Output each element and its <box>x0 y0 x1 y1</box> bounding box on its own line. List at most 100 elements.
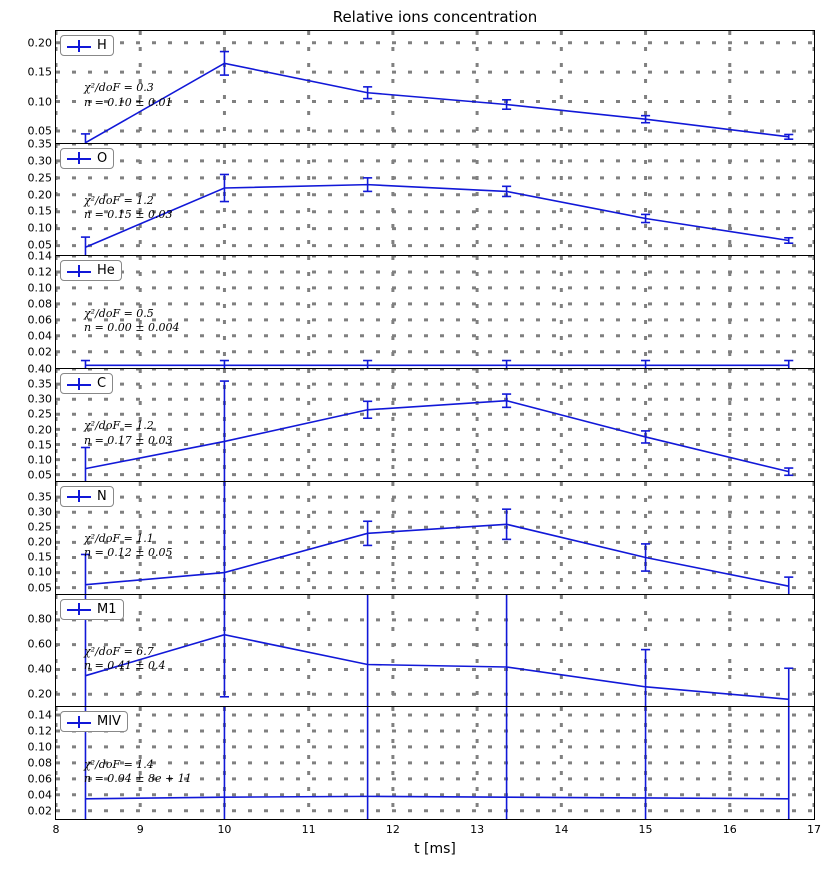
y-tick-label: 0.06 <box>28 773 53 786</box>
y-axis-labels: 0.05 0.10 0.15 0.20 <box>16 31 56 143</box>
y-tick-label: 0.05 <box>28 468 53 481</box>
panel-H: Hχ²/doF = 0.3n = 0.10 ± 0.010.050.100.15… <box>55 30 815 143</box>
y-tick-label: 0.15 <box>28 551 53 564</box>
y-tick-label: 0.20 <box>28 36 53 49</box>
errorbar-marker-icon <box>67 377 91 391</box>
legend-H: H <box>60 35 114 56</box>
legend-He: He <box>60 260 122 281</box>
y-tick-label: 0.60 <box>28 638 53 651</box>
y-tick-label: 0.35 <box>28 490 53 503</box>
y-tick-label: 0.20 <box>28 188 53 201</box>
x-axis-title: t [ms] <box>56 841 814 857</box>
legend-O: O <box>60 148 114 169</box>
y-tick-label: 0.30 <box>28 393 53 406</box>
y-tick-label: 0.20 <box>28 687 53 700</box>
panel-annotation: χ²/doF = 1.2n = 0.15 ± 0.03 <box>84 194 173 223</box>
y-axis-labels: 0.050.100.150.200.250.300.350.40 <box>16 369 56 481</box>
y-tick-label: 0.15 <box>28 66 53 79</box>
x-tick-label: 8 <box>53 823 60 836</box>
y-tick-label: 0.10 <box>28 566 53 579</box>
y-tick-label: 0.25 <box>28 171 53 184</box>
chi2-text: χ²/doF = 0.5 <box>84 307 180 321</box>
panel-C: Cχ²/doF = 1.2n = 0.17 ± 0.030.050.100.15… <box>55 368 815 481</box>
x-axis-labels: 891011121314151617 <box>56 819 814 839</box>
n-text: n = 0.10 ± 0.01 <box>84 96 173 110</box>
panel-annotation: χ²/doF = 1.1n = 0.12 ± 0.05 <box>84 532 173 561</box>
y-axis-labels: 0.020.040.060.080.100.120.14 <box>16 256 56 368</box>
legend-MIV: MIV <box>60 711 128 732</box>
y-tick-label: 0.40 <box>28 363 53 376</box>
legend-C: C <box>60 373 113 394</box>
legend-N: N <box>60 486 114 507</box>
panel-annotation: χ²/doF = 0.5n = 0.00 ± 0.004 <box>84 307 180 336</box>
y-tick-label: 0.05 <box>28 124 53 137</box>
n-text: n = 0.00 ± 0.004 <box>84 321 180 335</box>
y-tick-label: 0.04 <box>28 789 53 802</box>
y-axis-labels: 0.050.100.150.200.250.300.35 <box>16 482 56 594</box>
x-tick-label: 10 <box>217 823 231 836</box>
legend-label: O <box>97 151 107 166</box>
x-tick-label: 11 <box>302 823 316 836</box>
panel-He: Heχ²/doF = 0.5n = 0.00 ± 0.0040.020.040.… <box>55 255 815 368</box>
x-tick-label: 15 <box>639 823 653 836</box>
y-tick-label: 0.08 <box>28 757 53 770</box>
x-tick-label: 9 <box>137 823 144 836</box>
n-text: n = 0.17 ± 0.03 <box>84 434 173 448</box>
y-tick-label: 0.05 <box>28 581 53 594</box>
panel-M1: M1χ²/doF = 6.7n = 0.41 ± 0.40.200.400.60… <box>55 594 815 707</box>
y-tick-label: 0.12 <box>28 266 53 279</box>
x-tick-label: 16 <box>723 823 737 836</box>
errorbar-marker-icon <box>67 264 91 278</box>
y-tick-label: 0.02 <box>28 346 53 359</box>
n-text: n = 0.04 ± 8e + 11 <box>84 772 192 786</box>
y-tick-label: 0.14 <box>28 709 53 722</box>
chi2-text: χ²/doF = 1.2 <box>84 194 173 208</box>
y-tick-label: 0.25 <box>28 408 53 421</box>
panel-annotation: χ²/doF = 1.2n = 0.17 ± 0.03 <box>84 419 173 448</box>
y-tick-label: 0.08 <box>28 298 53 311</box>
chi2-text: χ²/doF = 1.1 <box>84 532 173 546</box>
y-tick-label: 0.15 <box>28 438 53 451</box>
panel-O: Oχ²/doF = 1.2n = 0.15 ± 0.030.050.100.15… <box>55 143 815 256</box>
legend-label: N <box>97 489 107 504</box>
panel-MIV: MIVχ²/doF = 1.4n = 0.04 ± 8e + 110.020.0… <box>55 706 815 820</box>
y-tick-label: 0.20 <box>28 536 53 549</box>
x-tick-label: 17 <box>807 823 821 836</box>
y-tick-label: 0.10 <box>28 95 53 108</box>
errorbar-marker-icon <box>67 715 91 729</box>
y-axis-labels: 0.20 0.40 0.60 0.80 <box>16 595 56 707</box>
errorbar-marker-icon <box>67 151 91 165</box>
x-tick-label: 12 <box>386 823 400 836</box>
y-tick-label: 0.20 <box>28 423 53 436</box>
y-tick-label: 0.30 <box>28 154 53 167</box>
y-tick-label: 0.35 <box>28 378 53 391</box>
n-text: n = 0.41 ± 0.4 <box>84 659 166 673</box>
y-tick-label: 0.80 <box>28 613 53 626</box>
legend-label: M1 <box>97 602 117 617</box>
y-tick-label: 0.35 <box>28 137 53 150</box>
n-text: n = 0.15 ± 0.03 <box>84 208 173 222</box>
x-tick-label: 14 <box>554 823 568 836</box>
y-axis-labels: 0.020.040.060.080.100.120.14 <box>16 707 56 819</box>
y-tick-label: 0.40 <box>28 663 53 676</box>
y-tick-label: 0.10 <box>28 222 53 235</box>
y-tick-label: 0.02 <box>28 805 53 818</box>
y-tick-label: 0.14 <box>28 250 53 263</box>
legend-label: H <box>97 38 107 53</box>
chi2-text: χ²/doF = 0.3 <box>84 81 173 95</box>
chi2-text: χ²/doF = 6.7 <box>84 645 166 659</box>
legend-label: C <box>97 376 106 391</box>
legend-label: MIV <box>97 714 121 729</box>
y-tick-label: 0.06 <box>28 314 53 327</box>
y-tick-label: 0.10 <box>28 282 53 295</box>
y-tick-label: 0.15 <box>28 205 53 218</box>
y-tick-label: 0.25 <box>28 521 53 534</box>
chart-title: Relative ions concentration <box>55 8 815 26</box>
panel-N: Nχ²/doF = 1.1n = 0.12 ± 0.050.050.100.15… <box>55 481 815 594</box>
y-tick-label: 0.04 <box>28 330 53 343</box>
chi2-text: χ²/doF = 1.2 <box>84 419 173 433</box>
y-axis-labels: 0.050.100.150.200.250.300.35 <box>16 144 56 256</box>
y-tick-label: 0.10 <box>28 741 53 754</box>
chart-container: Relative ions concentration Hχ²/doF = 0.… <box>55 20 815 840</box>
panel-annotation: χ²/doF = 0.3n = 0.10 ± 0.01 <box>84 81 173 110</box>
